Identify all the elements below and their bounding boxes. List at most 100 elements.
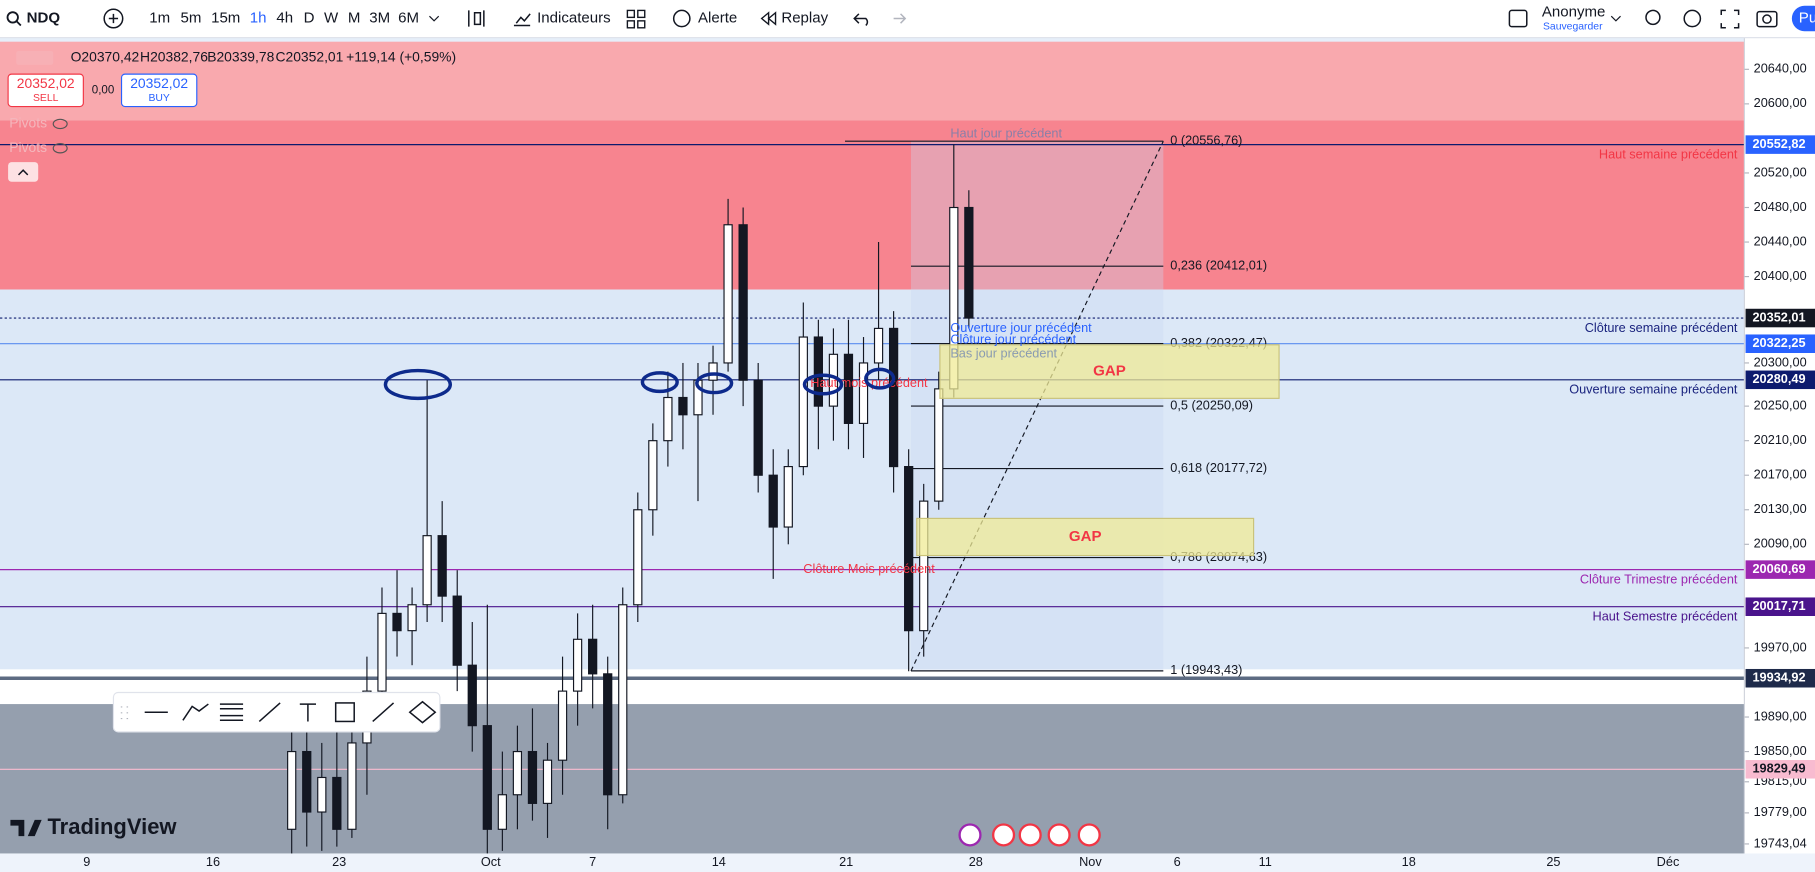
price-tag — [1745, 334, 1815, 353]
indicator-name[interactable]: Pivots — [9, 115, 47, 131]
candle-body — [287, 750, 297, 830]
ellipse — [864, 367, 896, 390]
dropdown-icon[interactable] — [1610, 15, 1621, 22]
visibility-toggle[interactable] — [52, 118, 68, 130]
event-icon[interactable] — [1047, 823, 1071, 847]
x-tick-label: Oct — [481, 854, 501, 869]
rectangle-tool[interactable] — [334, 702, 355, 723]
interval-button[interactable]: D — [304, 9, 315, 26]
settings-button[interactable] — [1683, 9, 1702, 28]
replay-icon — [760, 11, 777, 26]
event-icon[interactable] — [1077, 823, 1101, 847]
candle-body — [422, 535, 432, 606]
replay-button[interactable]: Replay — [781, 9, 828, 26]
zone-light-red — [0, 41, 1745, 121]
indicator-name[interactable]: Pivots — [9, 139, 47, 155]
fib-tool[interactable] — [219, 703, 244, 722]
compare-button[interactable] — [103, 8, 124, 29]
time-axis[interactable] — [0, 853, 1815, 872]
candle-body — [572, 638, 583, 692]
shape-tool[interactable] — [408, 700, 437, 724]
visibility-toggle[interactable] — [52, 143, 68, 154]
y-tick-label: 20090,00 — [1754, 536, 1807, 551]
x-tick-label: 23 — [332, 854, 346, 869]
dropdown-icon[interactable] — [429, 15, 440, 22]
candle-body — [603, 673, 613, 796]
price-tag — [1745, 668, 1815, 688]
trend-line-tool[interactable] — [258, 702, 281, 723]
interval-button[interactable]: W — [324, 9, 339, 26]
ellipse-group — [383, 367, 896, 401]
x-tick-label: 16 — [206, 854, 220, 869]
price-tag-label: 20280,49 — [1752, 371, 1805, 386]
candle-body — [798, 336, 808, 468]
x-tick-label: 6 — [1174, 854, 1181, 869]
collapse-button[interactable] — [8, 162, 39, 182]
candle-body — [542, 759, 553, 804]
top-toolbar — [0, 0, 1815, 38]
templates-button[interactable] — [626, 9, 646, 29]
y-tick-label: 20520,00 — [1754, 164, 1807, 179]
price-tag-label: 20322,25 — [1752, 335, 1805, 350]
chart-type-button[interactable] — [468, 10, 485, 27]
candle-body — [482, 725, 492, 830]
drag-handle[interactable] — [120, 706, 129, 720]
interval-button[interactable]: 5m — [181, 9, 202, 26]
interval-button[interactable]: 1h — [250, 9, 267, 26]
fullscreen-button[interactable] — [1720, 9, 1740, 29]
interval-button[interactable]: 1m — [149, 9, 170, 26]
price-tag-label: 19934,92 — [1752, 670, 1805, 685]
redo-button[interactable] — [893, 13, 907, 24]
quick-search-button[interactable] — [1645, 9, 1661, 26]
search-icon — [15, 20, 22, 27]
level-annotation: Bas jour précédent — [950, 346, 1057, 361]
interval-button[interactable]: 6M — [398, 9, 419, 26]
candle-body — [738, 224, 748, 381]
event-icons — [958, 823, 1101, 847]
level-text: Haut semaine précédent — [1599, 146, 1738, 161]
undo-button[interactable] — [853, 13, 869, 27]
screenshot-button[interactable] — [1756, 10, 1778, 28]
event-icon[interactable] — [958, 823, 982, 847]
layout-button[interactable] — [1508, 9, 1528, 28]
fib-label: 0,236 (20412,01) — [1170, 258, 1267, 273]
price-axis[interactable] — [1744, 37, 1815, 872]
candle-body — [858, 362, 869, 424]
price-tag — [1745, 760, 1815, 779]
candle-body — [588, 638, 598, 675]
symbol[interactable]: NDQ — [27, 9, 61, 26]
alert-button[interactable]: Alerte — [698, 9, 737, 26]
candle-body — [332, 776, 342, 830]
event-icon[interactable] — [1018, 823, 1042, 847]
event-icon[interactable] — [991, 823, 1016, 847]
interval-button[interactable]: 4h — [276, 9, 293, 26]
candle-body — [302, 750, 312, 813]
indicators-button[interactable]: Indicateurs — [537, 9, 611, 26]
text-tool[interactable] — [299, 703, 317, 722]
level-text: Clôture Trimestre précédent — [1580, 571, 1738, 586]
save-status[interactable]: Sauvegarder — [1543, 21, 1603, 32]
y-tick-label: 19890,00 — [1754, 708, 1807, 723]
search-icon[interactable] — [6, 11, 19, 24]
sell-button[interactable] — [7, 73, 84, 108]
publish-label: Pu — [1799, 9, 1815, 26]
alert-icon — [672, 9, 691, 28]
interval-button[interactable]: M — [348, 9, 361, 26]
price-tag-label: 20017,71 — [1752, 598, 1805, 613]
candle-body — [873, 327, 884, 364]
interval-button[interactable]: 15m — [211, 9, 240, 26]
interval-button[interactable]: 3M — [369, 9, 390, 26]
brush-tool[interactable] — [182, 703, 209, 721]
ohlc-low: B20339,78 — [207, 49, 274, 65]
ellipse — [802, 373, 844, 396]
user-name[interactable]: Anonyme — [1542, 4, 1606, 21]
candle-body — [557, 690, 568, 761]
legend-toggle[interactable] — [16, 50, 54, 65]
buy-button[interactable] — [120, 73, 198, 108]
candle-body — [964, 206, 974, 319]
publish-button[interactable] — [1791, 5, 1815, 32]
zone-red — [0, 120, 1745, 290]
ray-tool[interactable] — [372, 702, 395, 723]
candle-body — [904, 466, 914, 632]
sell-price: 20352,02 — [17, 75, 75, 91]
